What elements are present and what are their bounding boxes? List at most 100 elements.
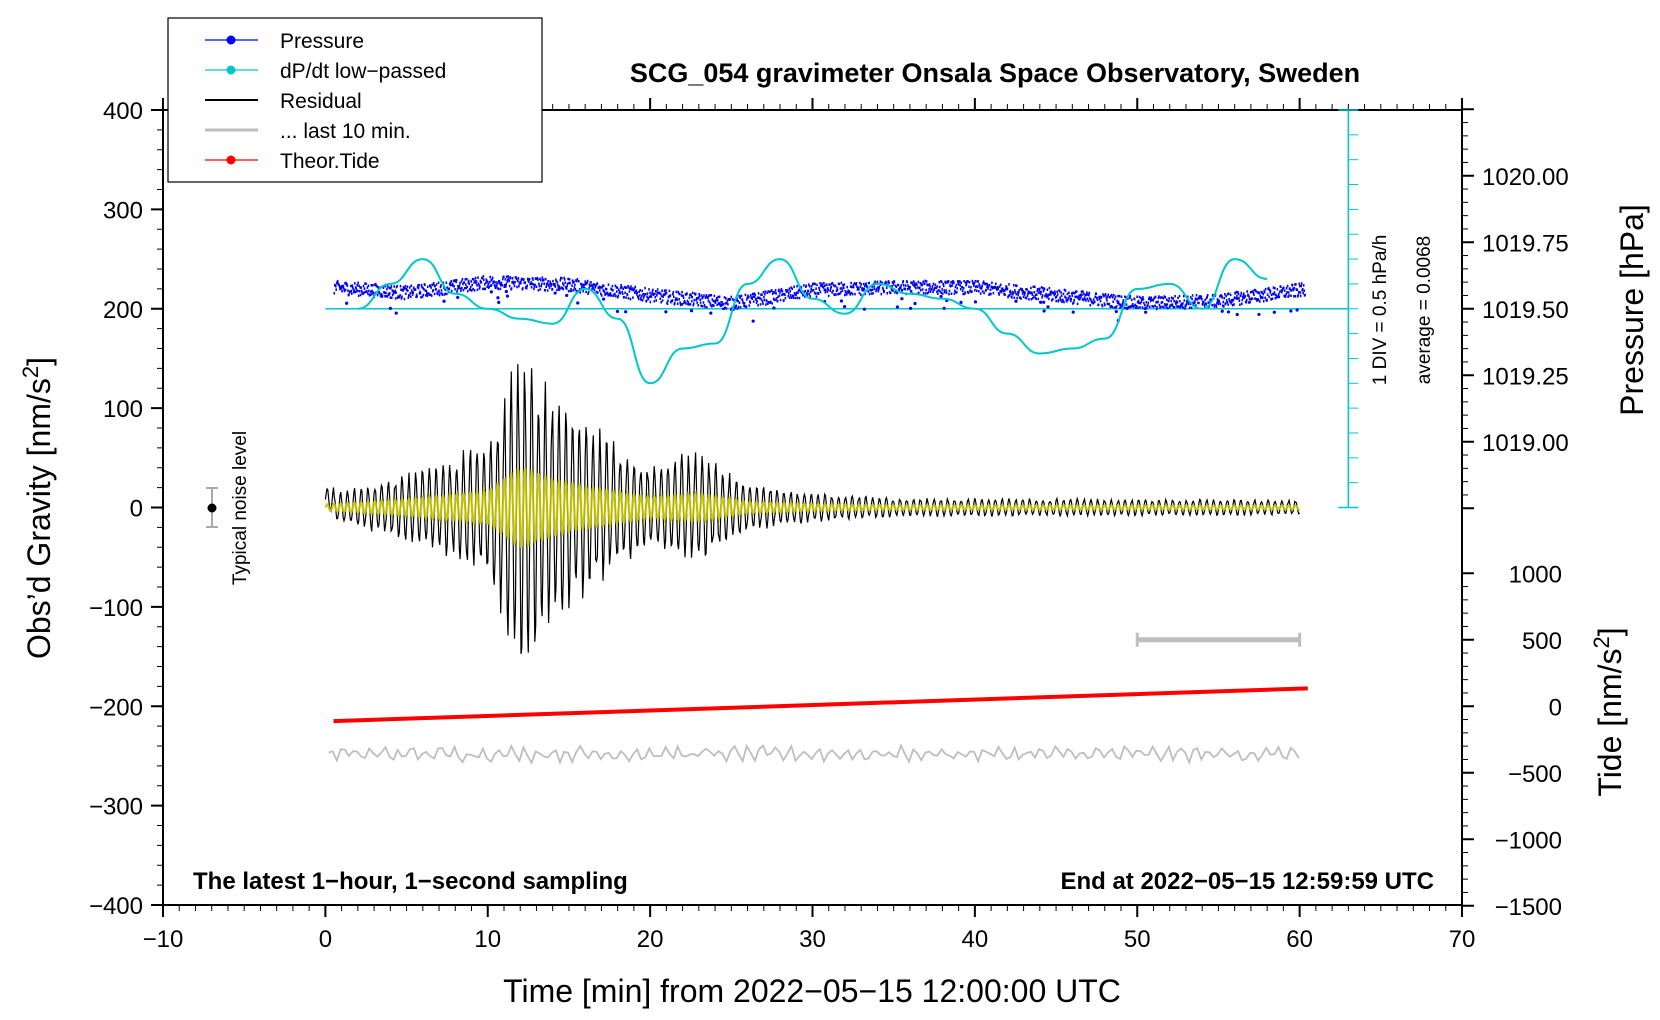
note-left: The latest 1−hour, 1−second sampling [193,868,628,895]
noise-level-marker [206,487,218,528]
y-tick-label: −300 [89,794,143,821]
dpdt-scale-label: 1 DIV = 0.5 hPa/h [1370,235,1391,386]
pressure-point [1257,312,1261,317]
series-layer [324,258,1349,766]
pressure-point [601,297,606,301]
pressure-point [1039,300,1043,304]
x-tick-label: 40 [962,926,989,953]
pressure-point [908,306,913,310]
legend-label: ... last 10 min. [280,120,411,143]
pressure-point [1071,310,1075,314]
noise-level-label: Typical noise level [230,431,251,585]
pressure-point [709,311,713,315]
legend-label: Theor.Tide [280,150,380,173]
pressure-point [751,319,755,323]
pressure-tick-label: 1019.00 [1482,430,1569,457]
y-axis-tide: 1000 500 0 −500 −1000 −1500 [1462,561,1562,921]
pressure-point [1114,309,1118,314]
pressure-point [1295,308,1299,312]
y-title-text: Obs’d Gravity [nm/s [21,378,57,659]
pressure-point [497,300,501,305]
y-axis-title-tide: Tide [nm/s2] [1589,627,1628,796]
pressure-point [505,294,510,298]
tide-tick-label: −500 [1508,761,1562,788]
pressure-point [576,301,580,305]
pressure-point [496,296,500,300]
legend-label: dP/dt low−passed [280,60,446,83]
y-tick-label: −400 [89,893,143,920]
pressure-point [456,295,460,300]
dpdt-line [357,258,1268,385]
y-title-close: ] [21,357,57,366]
legend-label: Residual [280,90,362,113]
y-tick-label: 300 [103,197,143,224]
x-tick-label: 10 [474,926,501,953]
pressure-tick-label: 1019.25 [1482,363,1569,390]
y-axis-pressure: 1020.00 1019.75 1019.50 1019.25 1019.00 [1462,108,1569,510]
chart-title: SCG_054 gravimeter Onsala Space Observat… [630,58,1360,88]
tide-title-text: Tide [nm/s [1592,648,1628,796]
pressure-point [942,306,946,310]
last-10min-line [328,743,1300,766]
pressure-point [900,297,904,301]
x-tick-label: 70 [1449,926,1476,953]
pressure-tick-label: 1019.75 [1482,230,1569,257]
y-tick-label: 100 [103,396,143,423]
noise-dot [207,503,217,513]
legend-label: Pressure [280,30,364,53]
pressure-point [689,309,694,313]
y-tick-label: 400 [103,98,143,125]
y-tick-label: 0 [130,496,143,523]
dpdt-scale-bar [1338,109,1359,509]
pressure-point [1220,309,1224,313]
pressure-point [345,301,349,305]
tide-tick-label: 500 [1522,628,1562,655]
pressure-point [1014,299,1018,303]
x-tick-label: 20 [637,926,664,953]
pressure-point [842,305,847,309]
pressure-point [1046,305,1050,309]
tide-tick-label: −1500 [1495,894,1562,921]
note-right: End at 2022−05−15 12:59:59 UTC [1060,868,1434,895]
pressure-point [553,291,557,295]
pressure-point [615,309,620,314]
y-axis-title-gravity: Obs’d Gravity [nm/s2] [18,357,57,659]
legend: Pressure dP/dt low−passed Residual ... last… [167,17,543,183]
pressure-point [1042,309,1046,313]
tide-title-sup: 2 [1589,636,1614,648]
x-tick-label: 60 [1286,926,1313,953]
x-axis-title: Time [min] from 2022−05−15 12:00:00 UTC [503,973,1121,1009]
dpdt-average-label: average = 0.0068 [1414,236,1435,384]
pressure-point [1272,310,1276,314]
x-tick-label: 30 [799,926,826,953]
pressure-point [939,294,943,299]
pressure-point [1226,310,1231,314]
x-tick-label: 50 [1124,926,1151,953]
pressure-point [839,299,844,303]
y-axis-title-pressure: Pressure [hPa] [1614,204,1650,416]
pressure-line [333,275,1306,311]
pressure-point [959,300,963,304]
residual-filtered-line [324,467,1301,549]
x-tick-label: −10 [143,926,184,953]
pressure-point [1144,310,1148,314]
x-tick-label: 0 [319,926,332,953]
pressure-point [388,306,392,310]
pressure-point [504,289,508,294]
pressure-point [442,299,446,303]
pressure-point [664,310,668,314]
legend-items: Pressure dP/dt low−passed Residual ... last… [205,30,446,173]
pressure-point [1235,312,1239,317]
tide-tick-label: 1000 [1509,561,1562,588]
y-tick-label: −200 [89,694,143,721]
legend-marker [226,65,236,75]
tide-line [333,686,1308,724]
pressure-point [1289,309,1293,313]
y-axis-gravity: 400 300 200 100 0 −100 −200 −300 −400 [89,98,163,920]
pressure-tick-label: 1019.50 [1482,297,1569,324]
pressure-point [913,301,917,306]
tide-tick-label: 0 [1549,694,1562,721]
y-tick-label: −100 [89,595,143,622]
pressure-point [489,290,493,294]
